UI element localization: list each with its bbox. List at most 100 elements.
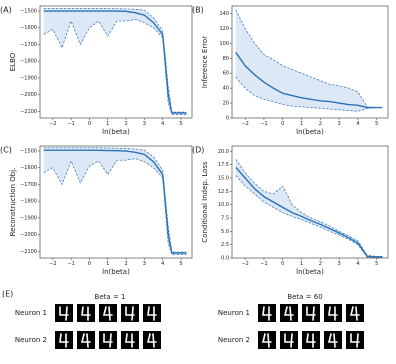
y-tick-label: 5.0 [221,229,229,235]
row-label: Neuron 1 [15,309,47,317]
y-axis-label: Conditional Indep. Loss [201,161,209,243]
x-tick-label: 3 [143,261,146,267]
digit-image [77,304,95,322]
digit-image [143,304,161,322]
digit-image [121,331,139,349]
panel-label: (A) [0,6,12,15]
series-line [235,159,383,257]
digit-image [55,331,73,349]
x-tick-label: 0 [88,261,91,267]
y-tick-label: 15.0 [218,176,229,182]
y-tick-label: 80 [223,56,229,62]
x-tick-label: 1 [106,121,109,127]
digit-image [258,304,276,322]
x-tick-label: −1 [260,121,267,127]
x-tick-label: 2 [319,121,322,127]
row-label: Neuron 2 [218,336,250,344]
digit-stroke [147,306,157,321]
digit-stroke [59,306,69,321]
x-tick-label: 4 [161,261,164,267]
panel-label: (B) [192,6,204,15]
digit-stroke [125,333,135,348]
x-tick-label: 2 [124,121,127,127]
group-title: Beta = 60 [287,293,322,301]
band [235,159,383,258]
y-tick-label: −2100 [20,109,37,115]
y-tick-label: −1800 [20,59,37,65]
band [43,8,187,115]
digit-image [346,331,364,349]
band [43,147,187,255]
y-tick-label: 10.0 [218,202,229,208]
x-tick-label: 5 [375,261,378,267]
y-tick-label: −1900 [20,75,37,81]
y-tick-label: −2000 [20,92,37,98]
x-tick-label: −2 [49,261,56,267]
series-line [235,76,383,112]
series-line [235,51,383,109]
y-tick-label: 20.0 [218,149,229,155]
y-tick-label: −1700 [20,42,37,48]
plot-frame [39,5,193,119]
digit-image [346,304,364,322]
y-tick-label: 40 [223,86,229,92]
x-tick-label: 5 [179,121,182,127]
y-tick-label: 2.5 [221,242,229,248]
x-tick-label: 0 [281,261,284,267]
digit-image [143,331,161,349]
group-title: Beta = 1 [95,293,126,301]
x-tick-label: −2 [241,261,248,267]
x-tick-label: 3 [338,121,341,127]
x-tick-label: 3 [143,121,146,127]
row-label: Neuron 1 [218,309,250,317]
digit-image [99,304,117,322]
digit-stroke [262,306,272,321]
digit-image [99,331,117,349]
panel-label: (D) [192,146,204,155]
digit-image [324,331,342,349]
y-tick-label: −1500 [20,149,37,155]
y-tick-label: 120 [219,26,229,32]
series-line [235,166,383,258]
digit-image [302,331,320,349]
plot-frame [39,145,193,259]
x-tick-label: 1 [106,261,109,267]
panel-label: (E) [2,290,13,299]
y-axis-label: ELBO [9,52,17,71]
x-tick-label: 0 [88,121,91,127]
series-line [43,149,187,254]
digit-stroke [328,306,338,321]
y-tick-label: −1500 [20,9,37,15]
digit-stroke [284,333,294,348]
y-tick-label: 0.0 [221,256,229,262]
y-axis-label: Reconstruction Obj. [9,168,17,237]
digit-stroke [103,333,113,348]
x-axis-label: ln(beta) [102,268,130,276]
y-tick-label: 60 [223,71,229,77]
x-tick-label: −2 [241,121,248,127]
digit-image [121,304,139,322]
digit-stroke [283,306,294,321]
x-tick-label: 4 [356,261,359,267]
digit-image [55,304,73,322]
x-tick-label: −2 [49,121,56,127]
digit-stroke [81,306,91,321]
y-tick-label: −1700 [20,182,37,188]
digit-stroke [350,333,360,348]
x-axis-label: ln(beta) [296,268,324,276]
series-line [43,158,187,256]
digit-stroke [261,333,272,348]
y-tick-label: 12.5 [218,189,229,195]
series-line [43,19,187,116]
y-tick-label: 0 [226,116,229,122]
panel-label: (C) [0,146,12,155]
digit-stroke [349,306,360,321]
y-tick-label: −2100 [20,249,37,255]
digit-image [302,304,320,322]
x-tick-label: 1 [300,261,303,267]
digit-stroke [306,333,316,348]
digit-image [280,304,298,322]
series-line [43,10,187,114]
digit-image [77,331,95,349]
y-tick-label: 20 [223,101,229,107]
